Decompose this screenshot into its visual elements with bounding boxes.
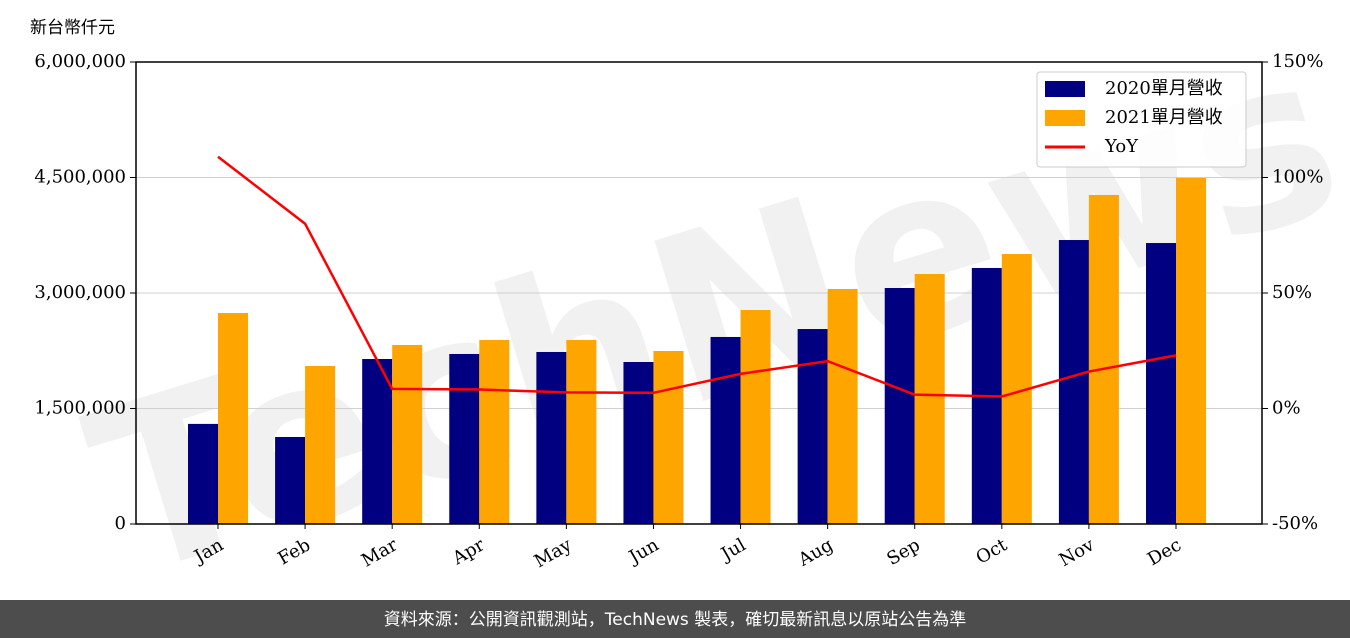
bar bbox=[1176, 177, 1206, 524]
bar bbox=[392, 344, 423, 524]
legend-label: YoY bbox=[1104, 136, 1139, 157]
bar bbox=[449, 353, 480, 524]
x-tick-label: Apr bbox=[448, 534, 488, 569]
y2-tick-label: 50% bbox=[1272, 282, 1312, 303]
bar bbox=[1058, 240, 1089, 525]
bar bbox=[1088, 194, 1119, 524]
y2-tick-label: -50% bbox=[1272, 513, 1318, 534]
x-tick-label: Aug bbox=[794, 534, 837, 571]
footer: 資料來源：公開資訊觀測站，TechNews 製表，確切最新訊息以原站公告為準 bbox=[384, 610, 966, 630]
legend-box bbox=[1036, 71, 1247, 168]
y-tick-label: 6,000,000 bbox=[34, 51, 126, 72]
bar bbox=[218, 313, 248, 524]
bar bbox=[710, 336, 741, 524]
bar bbox=[536, 351, 567, 524]
bar bbox=[275, 436, 306, 524]
bar bbox=[740, 310, 771, 524]
x-tick-label: Oct bbox=[973, 534, 1012, 569]
bar bbox=[797, 329, 828, 524]
y-tick-label: 0 bbox=[115, 513, 126, 534]
bar bbox=[479, 339, 510, 524]
x-tick-label: Jul bbox=[716, 534, 750, 566]
x-tick-label: Sep bbox=[883, 534, 923, 569]
bar bbox=[1146, 243, 1176, 525]
legend-label: 2021單月營收 bbox=[1105, 107, 1223, 128]
legend-label: 2020單月營收 bbox=[1105, 78, 1223, 99]
bar bbox=[362, 358, 393, 524]
y-tick-label: 3,000,000 bbox=[34, 282, 126, 303]
bar bbox=[305, 365, 336, 524]
bar bbox=[566, 339, 597, 524]
legend-swatch bbox=[1045, 81, 1085, 97]
y2-tick-label: 0% bbox=[1272, 398, 1301, 419]
x-tick-label: Jun bbox=[624, 534, 663, 569]
y2-tick-label: 150% bbox=[1272, 51, 1323, 72]
y-tick-label: 1,500,000 bbox=[34, 398, 126, 419]
plot-frame bbox=[135, 61, 1263, 525]
bar bbox=[914, 273, 945, 524]
bar bbox=[884, 287, 915, 524]
bar bbox=[653, 350, 684, 524]
legend-swatch bbox=[1045, 110, 1085, 126]
y2-tick-label: 100% bbox=[1272, 167, 1323, 188]
x-tick-label: May bbox=[531, 534, 576, 572]
y-axis-label: 新台幣仟元 bbox=[30, 18, 115, 38]
y-tick-label: 4,500,000 bbox=[34, 167, 126, 188]
x-tick-label: Nov bbox=[1056, 534, 1099, 571]
line bbox=[217, 155, 1177, 398]
x-tick-label: Dec bbox=[1144, 534, 1185, 570]
bar bbox=[827, 288, 858, 524]
bar bbox=[188, 423, 218, 524]
footer-bar bbox=[0, 600, 1350, 638]
bar bbox=[623, 361, 654, 524]
